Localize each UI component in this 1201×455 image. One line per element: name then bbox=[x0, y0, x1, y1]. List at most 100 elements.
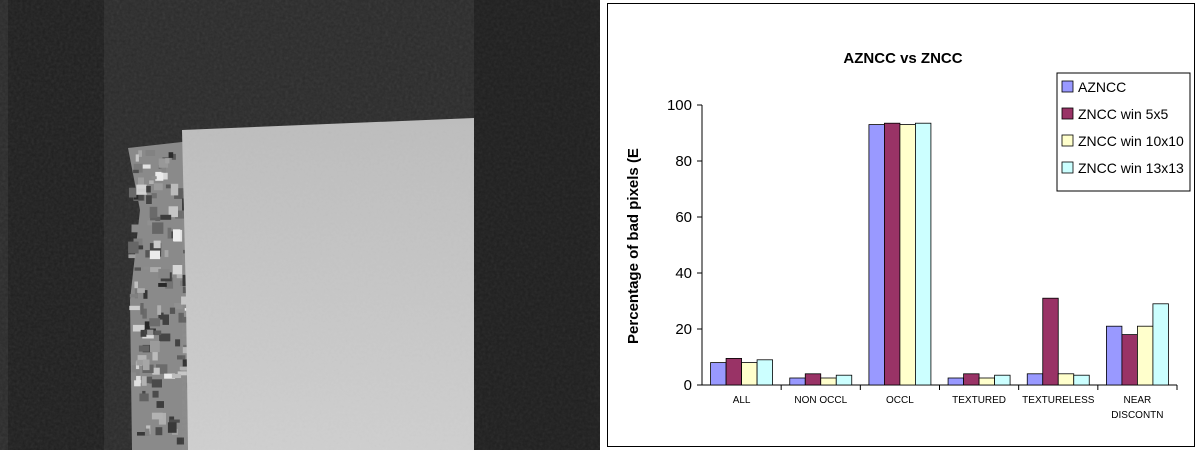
depth-speckle bbox=[146, 195, 152, 204]
legend-label: ZNCC win 10x10 bbox=[1078, 133, 1184, 149]
depth-speckle bbox=[153, 240, 161, 249]
y-tick-label: 60 bbox=[675, 209, 692, 226]
bar bbox=[1026, 373, 1044, 386]
bar bbox=[741, 362, 758, 386]
bar bbox=[835, 374, 853, 386]
depth-speckle bbox=[145, 150, 156, 156]
bar bbox=[915, 122, 932, 386]
depth-speckle bbox=[176, 437, 184, 445]
depth-speckle bbox=[168, 206, 178, 218]
depth-speckle bbox=[140, 329, 147, 337]
depth-speckle bbox=[130, 372, 137, 381]
depth-speckle bbox=[158, 158, 169, 168]
depth-speckle bbox=[128, 187, 137, 198]
depth-speckle bbox=[167, 422, 177, 433]
legend: AZNCC ZNCC win 5x5 ZNCC win 10x10 ZNCC win … bbox=[1056, 72, 1191, 192]
depth-speckle bbox=[151, 379, 162, 388]
depth-speckle bbox=[146, 329, 154, 336]
bar bbox=[1106, 325, 1123, 386]
y-axis-label: Percentage of bad pixels (E bbox=[625, 148, 642, 344]
depth-speckle bbox=[149, 250, 161, 260]
bar bbox=[1137, 325, 1154, 386]
depth-speckle bbox=[171, 153, 176, 160]
y-tick-label: 40 bbox=[675, 265, 692, 282]
depth-speckle bbox=[133, 163, 143, 173]
depth-map-image bbox=[0, 0, 600, 450]
bar bbox=[725, 357, 742, 386]
chart-panel: AZNCC vs ZNCC Percentage of bad pixels (… bbox=[607, 3, 1195, 447]
depth-speckle bbox=[170, 183, 179, 196]
bar bbox=[756, 359, 773, 386]
depth-speckle bbox=[156, 401, 164, 408]
depth-speckle bbox=[151, 412, 163, 420]
depth-speckle bbox=[139, 393, 149, 402]
depth-speckle bbox=[144, 428, 150, 436]
depth-speckle bbox=[159, 333, 171, 342]
depth-speckle bbox=[169, 307, 176, 314]
depth-speckle bbox=[142, 390, 146, 395]
bar bbox=[1152, 303, 1169, 386]
depth-speckle bbox=[173, 229, 181, 242]
bar bbox=[963, 373, 980, 386]
legend-swatch bbox=[1061, 134, 1074, 147]
depth-speckle bbox=[132, 324, 145, 332]
depth-speckle bbox=[149, 180, 154, 184]
depth-speckle bbox=[175, 339, 181, 347]
chart-title: AZNCC vs ZNCC bbox=[843, 50, 962, 67]
bar bbox=[978, 377, 995, 386]
bar-chart: AZNCC vs ZNCC Percentage of bad pixels (… bbox=[607, 3, 1195, 447]
legend-label: ZNCC win 5x5 bbox=[1078, 106, 1168, 122]
depth-speckle bbox=[152, 367, 160, 375]
depth-speckle bbox=[175, 210, 185, 219]
depth-speckle bbox=[151, 176, 157, 180]
depth-speckle bbox=[150, 216, 161, 221]
x-category-label: TEXTURELESS bbox=[1022, 395, 1095, 406]
depth-speckle bbox=[143, 376, 153, 384]
depth-speckle bbox=[149, 206, 158, 218]
depth-speckle bbox=[174, 188, 184, 199]
bar bbox=[1057, 373, 1075, 386]
depth-speckle bbox=[164, 373, 176, 379]
depth-speckle bbox=[158, 312, 164, 320]
depth-speckle bbox=[134, 281, 138, 289]
depth-speckle bbox=[142, 359, 150, 371]
depth-plane-noise bbox=[182, 130, 482, 450]
depth-speckle bbox=[142, 308, 147, 319]
depth-speckle bbox=[158, 283, 167, 287]
bar bbox=[868, 124, 885, 386]
legend-swatch bbox=[1061, 80, 1074, 93]
depth-speckle bbox=[162, 314, 169, 325]
bar bbox=[710, 362, 727, 386]
depth-speckle bbox=[143, 290, 148, 299]
depth-speckle bbox=[137, 245, 144, 250]
depth-speckle bbox=[142, 332, 154, 339]
depth-map-graphic bbox=[0, 0, 600, 450]
legend-swatch bbox=[1061, 161, 1074, 174]
depth-speckle bbox=[156, 364, 168, 374]
depth-speckle bbox=[155, 171, 164, 181]
depth-speckle bbox=[133, 169, 139, 174]
depth-speckle bbox=[138, 177, 144, 186]
bar bbox=[1121, 334, 1138, 386]
depth-speckle bbox=[143, 329, 148, 335]
depth-speckle bbox=[160, 214, 172, 220]
depth-speckle bbox=[129, 305, 140, 311]
depth-speckle bbox=[150, 340, 160, 353]
depth-speckle bbox=[170, 419, 180, 423]
depth-speckle bbox=[138, 193, 144, 201]
bar bbox=[994, 374, 1011, 386]
bar bbox=[804, 373, 822, 386]
depth-speckle bbox=[146, 185, 151, 193]
depth-speckle bbox=[159, 172, 168, 180]
depth-speckle bbox=[154, 330, 162, 336]
depth-speckle bbox=[174, 302, 183, 310]
depth-speckle bbox=[154, 183, 163, 191]
depth-speckle bbox=[168, 152, 174, 158]
depth-speckle bbox=[131, 365, 140, 377]
depth-speckle bbox=[165, 184, 174, 189]
depth-speckle bbox=[137, 288, 145, 293]
depth-speckle bbox=[149, 318, 161, 327]
depth-speckle bbox=[138, 345, 150, 352]
depth-speckle bbox=[137, 188, 147, 192]
depth-speckle bbox=[165, 277, 174, 289]
